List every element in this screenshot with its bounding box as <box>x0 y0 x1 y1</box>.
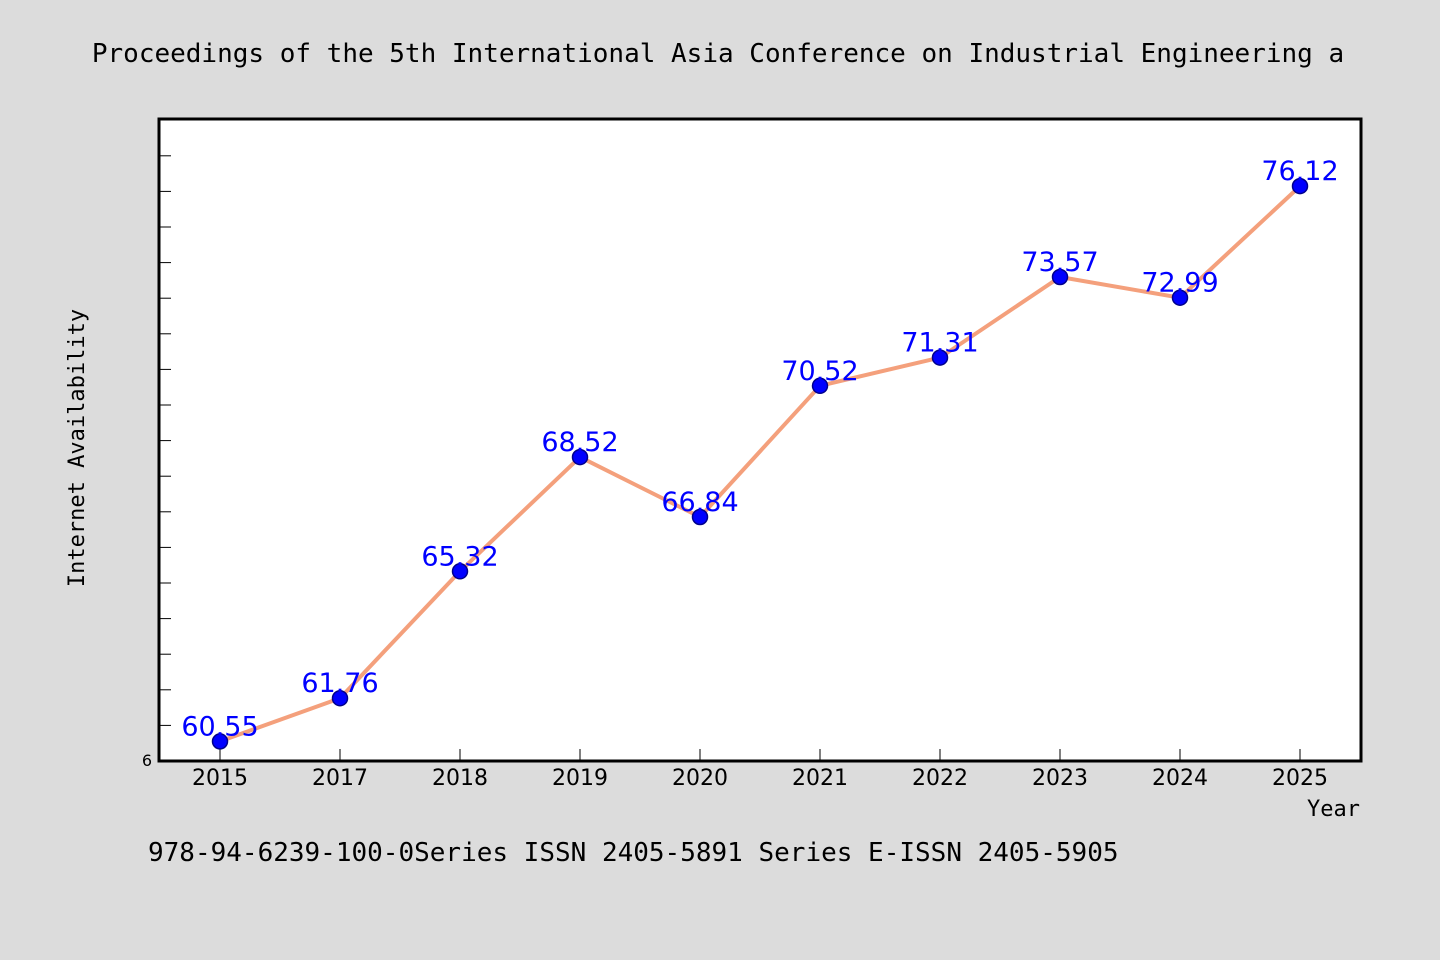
plot-area <box>157 117 1363 763</box>
x-axis-ticks: 2015 2017 2018 2019 2020 2021 2022 2023 2024 2025 <box>192 749 1328 791</box>
x-tick-label: 2022 <box>912 766 968 791</box>
x-tick-label: 2020 <box>672 766 728 791</box>
y-axis-label: Internet Availability <box>65 309 90 587</box>
data-labels: 60.55 61.76 65.32 68.52 66.84 70.52 71.31 73.57… <box>181 156 1338 742</box>
data-label: 68.52 <box>541 427 618 458</box>
x-tick-label: 2025 <box>1272 766 1328 791</box>
chart-title: Proceedings of the 5th International Asi… <box>92 39 1344 69</box>
data-label: 66.84 <box>661 487 738 518</box>
data-point <box>691 508 709 526</box>
data-label: 61.76 <box>301 668 378 699</box>
data-label: 73.57 <box>1021 247 1098 278</box>
data-point <box>1051 268 1069 286</box>
data-point <box>211 733 229 750</box>
data-point <box>931 349 949 366</box>
x-tick-label: 2017 <box>312 766 368 791</box>
data-point <box>1171 289 1189 306</box>
data-label: 72.99 <box>1141 268 1218 299</box>
x-tick-label: 2018 <box>432 766 488 791</box>
x-axis-label: Year <box>1307 797 1360 822</box>
data-label: 71.31 <box>901 328 978 359</box>
data-point <box>1291 177 1309 195</box>
data-point <box>331 689 349 707</box>
data-point <box>451 563 469 580</box>
x-tick-label: 2021 <box>792 766 848 791</box>
data-label: 70.52 <box>781 356 858 387</box>
data-label: 65.32 <box>421 541 498 572</box>
x-tick-label: 2015 <box>192 766 248 791</box>
footer-isbn-issn: 978-94-6239-100-0Series ISSN 2405-5891 S… <box>148 838 1119 868</box>
data-label: 60.55 <box>181 711 258 742</box>
data-label: 76.12 <box>1261 156 1338 187</box>
y-tick-label: 6 <box>142 751 152 770</box>
x-tick-label: 2024 <box>1152 766 1208 791</box>
series-markers <box>211 177 1309 750</box>
data-point <box>811 377 829 395</box>
data-point <box>571 448 589 466</box>
y-axis-ticks <box>159 155 171 726</box>
x-tick-label: 2019 <box>552 766 608 791</box>
series-line <box>218 184 1302 744</box>
x-tick-label: 2023 <box>1032 766 1088 791</box>
